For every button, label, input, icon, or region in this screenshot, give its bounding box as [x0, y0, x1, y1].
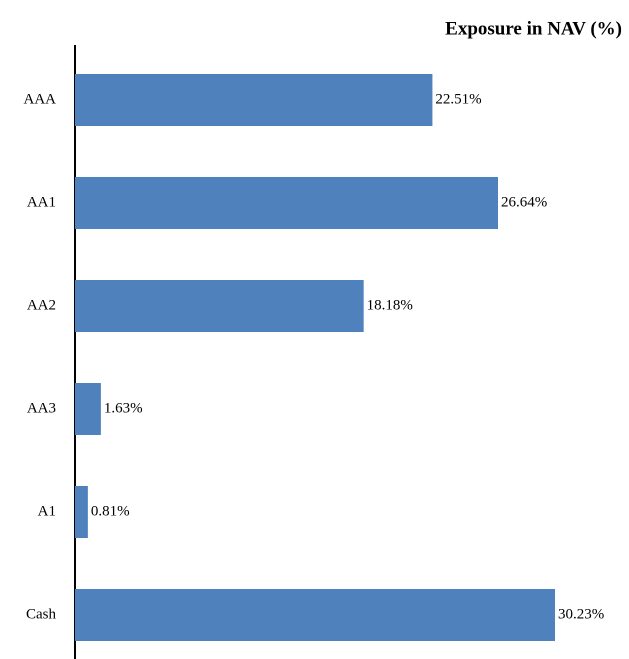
- bar: [75, 383, 101, 435]
- y-tick-label: AAA: [24, 91, 57, 107]
- y-tick-label: A1: [38, 503, 56, 519]
- bar: [75, 74, 433, 126]
- chart-title: Exposure in NAV (%): [445, 18, 622, 39]
- bar: [75, 280, 364, 332]
- y-tick-label: AA2: [27, 297, 56, 313]
- bar: [75, 589, 555, 641]
- bar: [75, 177, 498, 229]
- bar: [75, 486, 88, 538]
- value-label: 26.64%: [501, 194, 547, 210]
- y-tick-label: Cash: [26, 606, 57, 622]
- y-tick-label: AA3: [27, 400, 56, 416]
- value-label: 30.23%: [558, 606, 604, 622]
- value-label: 0.81%: [91, 503, 130, 519]
- value-label: 1.63%: [104, 400, 143, 416]
- y-tick-label: AA1: [27, 194, 56, 210]
- value-label: 22.51%: [435, 91, 481, 107]
- value-label: 18.18%: [367, 297, 413, 313]
